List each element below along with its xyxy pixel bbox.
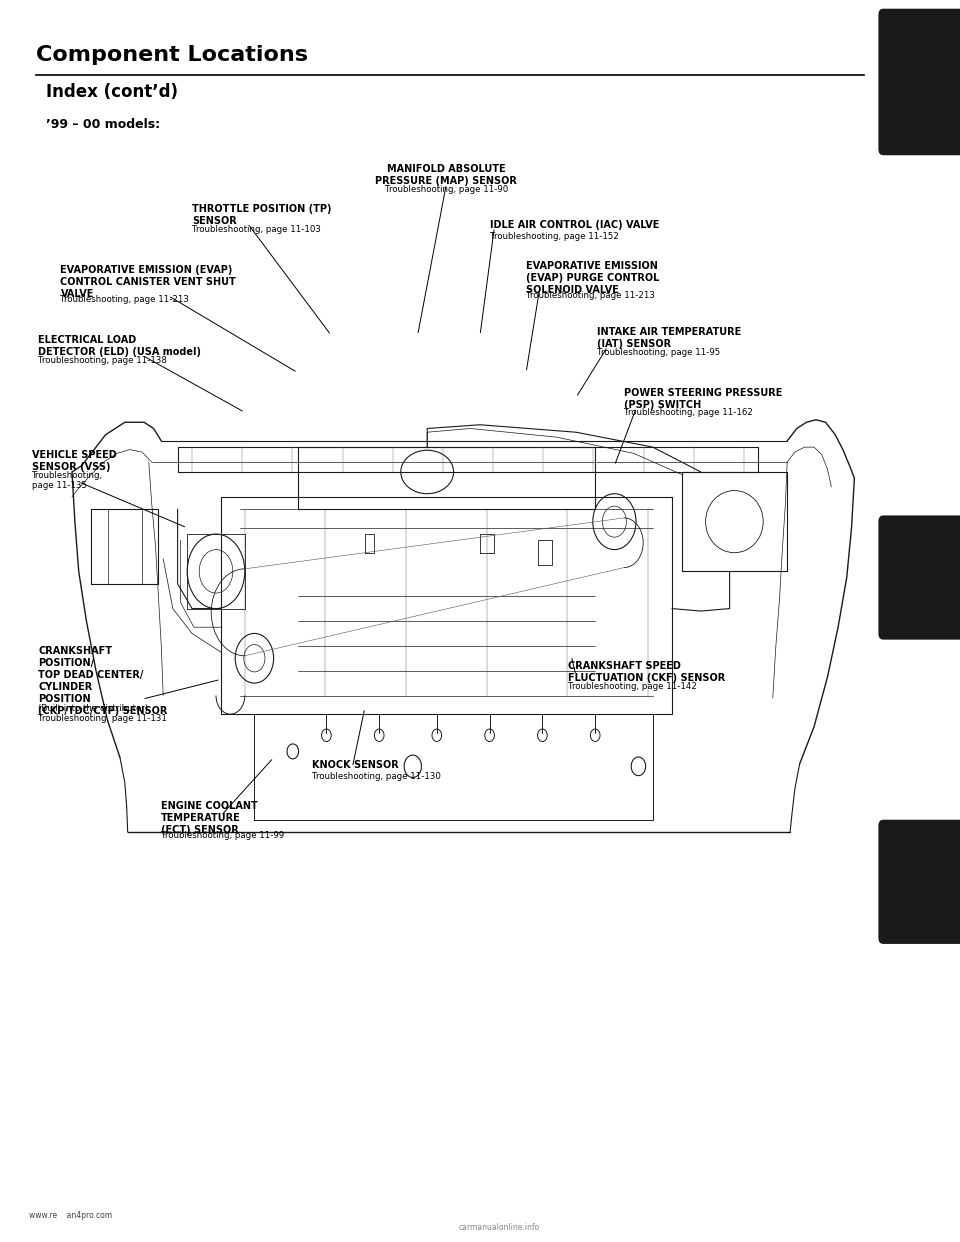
Text: Component Locations: Component Locations: [36, 45, 308, 65]
Text: ENGINE COOLANT
TEMPERATURE
(ECT) SENSOR: ENGINE COOLANT TEMPERATURE (ECT) SENSOR: [161, 801, 258, 835]
Text: Troubleshooting, page 11-103: Troubleshooting, page 11-103: [192, 225, 321, 233]
Text: EVAPORATIVE EMISSION (EVAP)
CONTROL CANISTER VENT SHUT
VALVE: EVAPORATIVE EMISSION (EVAP) CONTROL CANI…: [60, 265, 236, 298]
FancyBboxPatch shape: [878, 820, 960, 944]
Text: Troubleshooting, page 11-130: Troubleshooting, page 11-130: [312, 771, 441, 781]
Text: Troubleshooting, page 11-90: Troubleshooting, page 11-90: [385, 185, 508, 194]
Text: Troubleshooting,
page 11-135: Troubleshooting, page 11-135: [32, 471, 103, 489]
Text: ELECTRICAL LOAD
DETECTOR (ELD) (USA model): ELECTRICAL LOAD DETECTOR (ELD) (USA mode…: [38, 335, 202, 358]
Text: THROTTLE POSITION (TP)
SENSOR: THROTTLE POSITION (TP) SENSOR: [192, 204, 331, 226]
Text: MANIFOLD ABSOLUTE
PRESSURE (MAP) SENSOR: MANIFOLD ABSOLUTE PRESSURE (MAP) SENSOR: [375, 164, 517, 186]
Text: KNOCK SENSOR: KNOCK SENSOR: [312, 760, 398, 770]
Text: Troubleshooting, page 11-152: Troubleshooting, page 11-152: [490, 231, 618, 241]
Text: Troubleshooting, page 11-138: Troubleshooting, page 11-138: [38, 356, 167, 365]
Text: EVAPORATIVE EMISSION
(EVAP) PURGE CONTROL
SOLENOID VALVE: EVAPORATIVE EMISSION (EVAP) PURGE CONTRO…: [526, 261, 660, 294]
Text: Troubleshooting, page 11-213: Troubleshooting, page 11-213: [60, 294, 189, 304]
Text: CRANKSHAFT
POSITION/
TOP DEAD CENTER/
CYLINDER
POSITION
(CKP/TDC/CYP) SENSOR: CRANKSHAFT POSITION/ TOP DEAD CENTER/ CY…: [38, 646, 168, 715]
Text: ’99 – 00 models:: ’99 – 00 models:: [46, 118, 160, 130]
Text: CRANKSHAFT SPEED
FLUCTUATION (CKF) SENSOR: CRANKSHAFT SPEED FLUCTUATION (CKF) SENSO…: [568, 661, 726, 683]
Text: POWER STEERING PRESSURE
(PSP) SWITCH: POWER STEERING PRESSURE (PSP) SWITCH: [624, 388, 782, 410]
Text: INTAKE AIR TEMPERATURE
(IAT) SENSOR: INTAKE AIR TEMPERATURE (IAT) SENSOR: [597, 327, 741, 349]
Text: Troubleshooting, page 11-99: Troubleshooting, page 11-99: [161, 831, 284, 841]
Text: (Built into the distributor)
Troubleshooting, page 11-131: (Built into the distributor) Troubleshoo…: [38, 704, 167, 723]
FancyBboxPatch shape: [878, 9, 960, 155]
Text: www.re    an4pro.com: www.re an4pro.com: [29, 1211, 112, 1220]
Text: carmanualonline.info: carmanualonline.info: [459, 1223, 540, 1232]
Text: Index (cont’d): Index (cont’d): [46, 83, 178, 101]
Text: VEHICLE SPEED
SENSOR (VSS): VEHICLE SPEED SENSOR (VSS): [32, 450, 116, 472]
Text: Troubleshooting, page 11-213: Troubleshooting, page 11-213: [526, 291, 655, 301]
Text: IDLE AIR CONTROL (IAC) VALVE: IDLE AIR CONTROL (IAC) VALVE: [490, 220, 659, 230]
Text: Troubleshooting, page 11-142: Troubleshooting, page 11-142: [568, 682, 697, 691]
FancyBboxPatch shape: [878, 515, 960, 640]
Text: Troubleshooting, page 11-95: Troubleshooting, page 11-95: [597, 348, 720, 356]
Text: Troubleshooting, page 11-162: Troubleshooting, page 11-162: [624, 409, 753, 417]
